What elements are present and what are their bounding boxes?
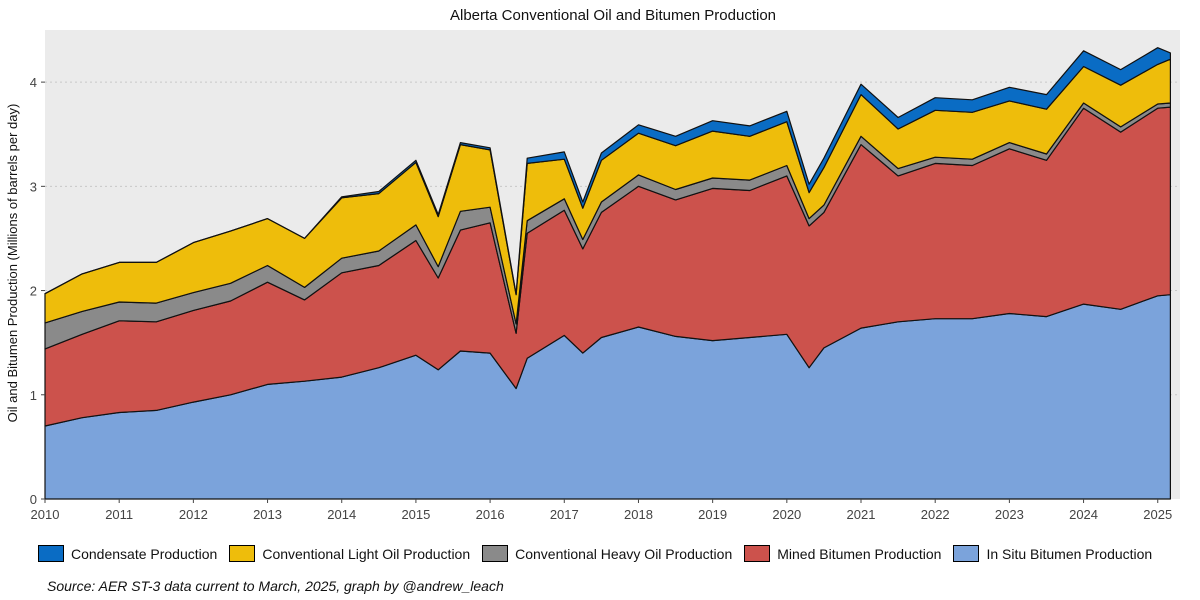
x-tick-label: 2016 [476,507,505,522]
x-tick-label: 2022 [921,507,950,522]
x-tick-label: 2013 [253,507,282,522]
area-condensate-production [44,47,1171,296]
chart: Alberta Conventional Oil and Bitumen Pro… [5,7,1180,522]
y-tick-label: 0 [30,492,37,507]
x-axis: 2010 2011 2012 2013 2014 2015 2016 2017 2018 2019… [31,499,1172,522]
x-tick-label: 2021 [847,507,876,522]
legend-label: Condensate Production [71,545,218,562]
legend-label: Mined Bitumen Production [777,545,942,562]
legend-item-heavy-oil: Conventional Heavy Oil Production [482,545,732,562]
x-tick-label: 2023 [995,507,1024,522]
y-tick-label: 2 [30,284,37,299]
y-axis: 0 1 2 3 4 [30,75,45,507]
y-tick-label: 4 [30,75,37,90]
x-tick-label: 2024 [1069,507,1098,522]
legend: Condensate Production Conventional Light… [38,545,1164,562]
legend-label: Conventional Heavy Oil Production [515,545,733,562]
x-tick-label: 2010 [31,507,60,522]
legend-swatch [953,545,980,562]
x-tick-label: 2012 [179,507,208,522]
y-tick-label: 1 [30,388,37,403]
legend-label: Conventional Light Oil Production [262,545,471,562]
legend-item-mined-bitumen: Mined Bitumen Production [744,545,941,562]
legend-item-condensate: Condensate Production [38,545,217,562]
x-tick-label: 2018 [624,507,653,522]
legend-item-light-oil: Conventional Light Oil Production [229,545,470,562]
x-tick-label: 2025 [1143,507,1172,522]
x-tick-label: 2019 [698,507,727,522]
legend-swatch [744,545,771,562]
legend-swatch [482,545,509,562]
legend-item-in-situ-bitumen: In Situ Bitumen Production [953,545,1152,562]
y-axis-title: Oil and Bitumen Production (Millions of … [5,104,20,423]
x-tick-label: 2014 [327,507,356,522]
area-series [44,47,1171,500]
legend-label: In Situ Bitumen Production [986,545,1153,562]
y-tick-label: 3 [30,179,37,194]
source-caption: Source: AER ST-3 data current to March, … [47,578,504,594]
x-tick-label: 2015 [401,507,430,522]
x-tick-label: 2011 [105,507,133,522]
legend-swatch [38,545,64,562]
x-tick-label: 2020 [772,507,801,522]
chart-title: Alberta Conventional Oil and Bitumen Pro… [450,7,776,24]
x-tick-label: 2017 [550,507,579,522]
legend-swatch [229,545,256,562]
